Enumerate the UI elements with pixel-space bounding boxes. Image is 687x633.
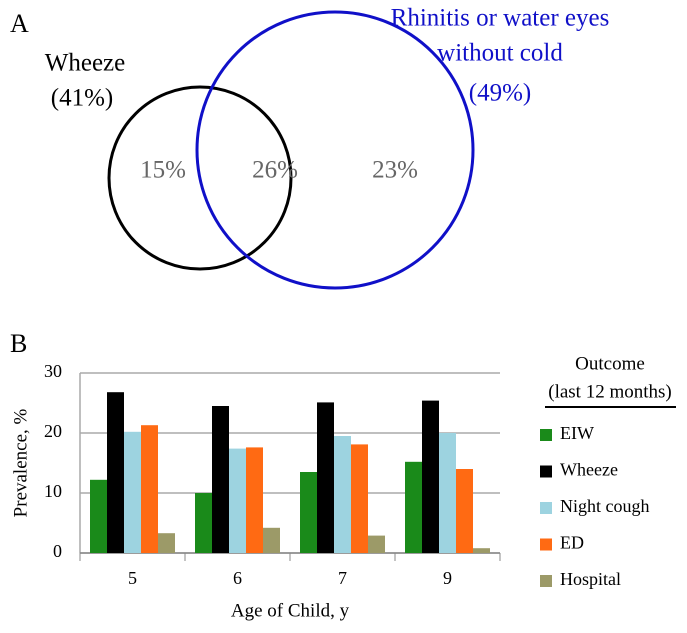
x-axis-label: Age of Child, y (231, 600, 350, 621)
legend-label: EIW (560, 423, 594, 443)
bar (317, 402, 334, 553)
set-circle (107, 85, 293, 271)
bar (90, 479, 107, 553)
bar (300, 472, 317, 553)
y-tick-label: 10 (44, 481, 62, 501)
y-axis-label: Prevalence, % (10, 408, 31, 517)
legend-label: Hospital (560, 569, 621, 589)
bar (263, 527, 280, 553)
bar (107, 392, 124, 553)
legend-title: (last 12 months) (548, 381, 672, 402)
set-percent: (49%) (469, 80, 531, 107)
bar (195, 493, 212, 553)
legend-swatch (540, 538, 552, 551)
region-label: 15% (140, 157, 186, 184)
bar (473, 548, 490, 553)
bar (351, 444, 368, 553)
bar (439, 433, 456, 553)
bar (405, 461, 422, 553)
y-tick-label: 20 (44, 421, 62, 441)
x-tick-label: 9 (443, 568, 452, 588)
region-label: 23% (372, 157, 418, 184)
legend-swatch (540, 502, 552, 514)
x-tick-label: 6 (233, 568, 242, 588)
set-label: Rhinitis or water eyes (391, 5, 610, 32)
set-label: without cold (437, 40, 563, 67)
bar (158, 533, 175, 553)
bar (212, 406, 229, 553)
x-tick-label: 5 (128, 568, 137, 588)
legend-label: Night cough (560, 496, 650, 516)
bar (334, 436, 351, 553)
legend-label: ED (560, 533, 584, 553)
bar (422, 400, 439, 553)
bar (246, 447, 263, 553)
set-label: Wheeze (45, 50, 125, 77)
legend-swatch (540, 575, 552, 587)
bar (456, 469, 473, 553)
legend-swatch (540, 465, 552, 478)
panel-label: B (10, 329, 27, 358)
bar (124, 431, 141, 553)
y-tick-label: 30 (44, 361, 62, 381)
bar (229, 448, 246, 553)
legend-swatch (540, 429, 552, 441)
legend-label: Wheeze (560, 460, 618, 480)
panel-label: A (10, 9, 29, 38)
legend-title: Outcome (575, 353, 645, 374)
y-tick-label: 0 (53, 541, 62, 561)
set-circle (195, 10, 475, 290)
region-label: 26% (252, 157, 298, 184)
set-percent: (41%) (51, 85, 113, 112)
bar (368, 535, 385, 553)
bar (141, 425, 158, 553)
x-tick-label: 7 (338, 568, 347, 588)
